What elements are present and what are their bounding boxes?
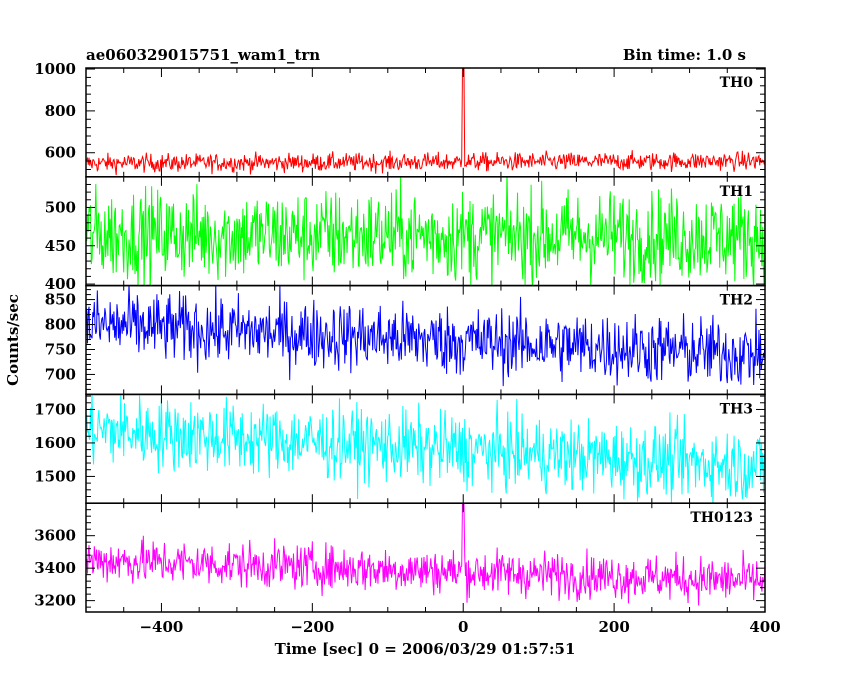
y-tick-label: 1700: [34, 400, 76, 418]
y-tick-label: 400: [45, 275, 76, 293]
x-tick-label: 0: [458, 618, 468, 636]
chart-title: ae060329015751_wam1_trn: [86, 46, 320, 64]
panel-th0: 600 800 1000 TH0: [34, 60, 766, 178]
panel-label: TH0: [720, 75, 754, 91]
panel-th1: 400 450 500 TH1: [45, 176, 766, 293]
y-tick-label: 1500: [34, 467, 76, 485]
y-tick-label: 1000: [34, 60, 76, 78]
y-tick-label: 450: [45, 237, 76, 255]
panel-th2: 700 750 800 850 TH2: [45, 284, 766, 396]
y-tick-label: 850: [45, 291, 76, 309]
x-axis: −400 −200 0 200 400: [139, 618, 780, 636]
x-axis-label: Time [sec] 0 = 2006/03/29 01:57:51: [275, 640, 576, 658]
y-axis-label: Counts/sec: [4, 294, 22, 386]
y-tick-label: 750: [45, 340, 76, 358]
panel-label: TH3: [720, 401, 753, 417]
panel-label: TH1: [720, 184, 753, 200]
series-line-th3: [86, 394, 765, 504]
y-tick-label: 3600: [34, 527, 76, 545]
y-tick-label: 800: [45, 102, 76, 120]
series-line-th2: [86, 285, 765, 387]
y-tick-label: 1600: [34, 434, 76, 452]
y-tick-label: 3200: [34, 592, 76, 610]
x-tick-label: −200: [290, 618, 334, 636]
y-tick-label: 700: [45, 365, 76, 383]
panel-th3: 1500 1600 1700 TH3: [34, 393, 766, 504]
y-tick-label: 600: [45, 144, 76, 162]
y-tick-label: 500: [45, 198, 76, 216]
x-tick-label: 200: [598, 618, 629, 636]
series-line-th1: [86, 176, 765, 286]
y-tick-label: 3400: [34, 559, 76, 577]
y-tick-label: 800: [45, 316, 76, 334]
x-tick-label: 400: [749, 618, 780, 636]
panel-label: TH2: [720, 293, 753, 309]
panel-frame: [85, 502, 766, 613]
series-line-th0: [86, 68, 765, 176]
bin-time-label: Bin time: 1.0 s: [623, 46, 746, 64]
x-tick-label: −400: [139, 618, 183, 636]
panel-th0123: 3200 3400 3600 TH0123: [34, 502, 766, 613]
panel-label: TH0123: [690, 510, 753, 526]
panels: 600 800 1000 TH0 400 450 500 TH1 700 750 800 850 TH2…: [34, 60, 766, 613]
series-line-th0123: [86, 503, 765, 606]
